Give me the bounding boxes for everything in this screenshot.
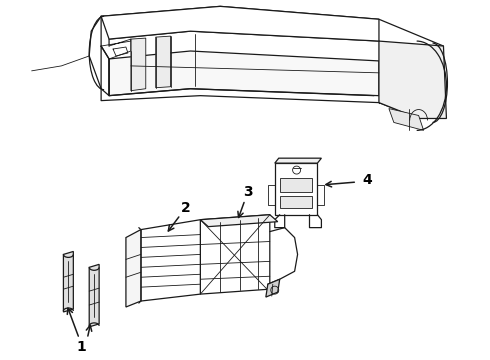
Polygon shape [389,109,424,130]
Polygon shape [63,251,74,312]
Polygon shape [156,36,171,88]
Polygon shape [89,264,99,327]
Text: 1: 1 [76,340,86,354]
Polygon shape [379,41,446,118]
Text: 2: 2 [181,201,190,215]
Polygon shape [266,279,280,297]
Polygon shape [280,178,313,192]
Polygon shape [126,230,141,307]
Polygon shape [141,220,200,301]
Polygon shape [109,51,379,96]
Polygon shape [280,196,313,208]
Polygon shape [101,6,379,41]
Polygon shape [275,163,318,215]
Polygon shape [200,215,270,294]
Polygon shape [275,158,321,163]
Text: 4: 4 [362,173,372,187]
Polygon shape [131,38,146,91]
Text: 3: 3 [243,185,253,199]
Polygon shape [200,215,278,227]
